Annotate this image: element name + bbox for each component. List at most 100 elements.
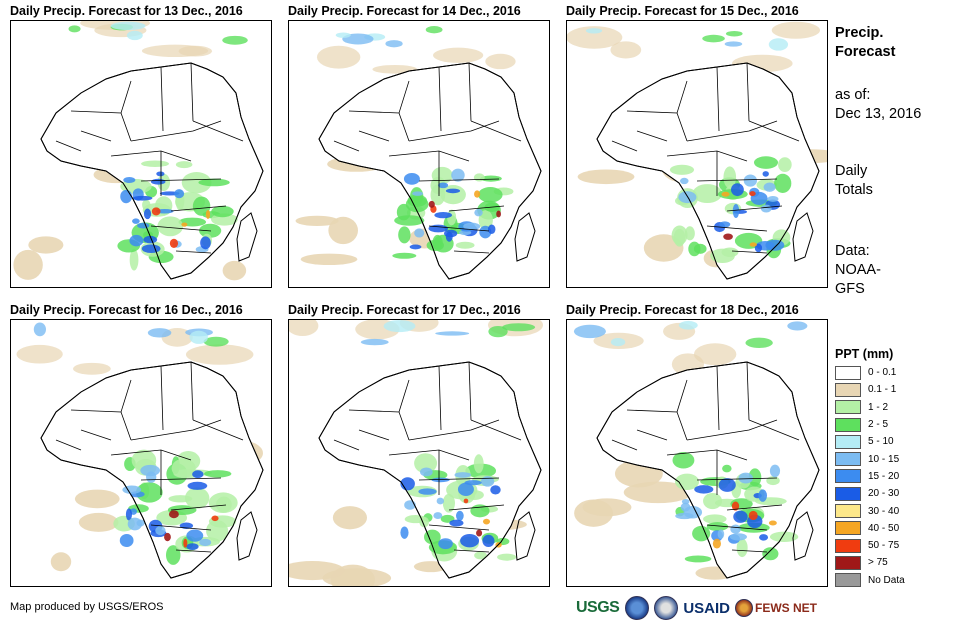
country-border — [120, 80, 132, 114]
legend-label: 15 - 20 — [868, 470, 900, 482]
data-line-2: NOAA- — [835, 262, 881, 278]
precip-area — [289, 320, 319, 337]
country-border — [453, 250, 490, 254]
precip-area — [456, 510, 464, 521]
country-border — [358, 429, 390, 441]
precip-area — [702, 34, 725, 43]
legend-swatch — [835, 555, 861, 570]
precip-area — [434, 211, 453, 219]
precip-area — [433, 512, 443, 519]
precip-area — [692, 184, 723, 204]
country-border — [706, 225, 768, 232]
precip-area — [192, 470, 204, 479]
legend-label: 0 - 0.1 — [868, 367, 897, 379]
precip-area — [125, 508, 133, 521]
legend-label: 2 - 5 — [868, 419, 889, 431]
precip-area — [703, 492, 723, 510]
precip-area — [132, 218, 140, 224]
precip-area — [725, 30, 743, 37]
precip-area — [175, 161, 193, 169]
precip-area — [123, 177, 136, 184]
precip-area — [328, 216, 358, 245]
precip-area — [502, 323, 536, 332]
precip-area — [140, 464, 161, 477]
legend-item: 10 - 15 — [835, 450, 905, 467]
precip-area — [680, 177, 689, 185]
legend-item: 2 - 5 — [835, 416, 905, 433]
legend-swatch — [835, 452, 861, 467]
precip-area — [151, 207, 161, 216]
country-border — [748, 419, 800, 441]
precip-area — [33, 322, 47, 337]
fews-globe-icon — [735, 599, 754, 617]
precip-area — [496, 210, 501, 218]
country-border — [448, 504, 505, 511]
precip-area — [710, 248, 735, 264]
precip-area — [412, 191, 424, 196]
precip-area — [683, 506, 703, 519]
precip-area — [719, 221, 731, 228]
precip-area — [774, 173, 792, 193]
country-border — [726, 205, 783, 212]
country-border — [80, 130, 112, 142]
precip-area — [205, 209, 211, 219]
totals-line-1: Daily — [835, 163, 868, 179]
precip-area — [431, 477, 450, 483]
precip-area — [68, 25, 81, 33]
legend-swatch — [835, 521, 861, 536]
precip-area — [712, 538, 721, 549]
country-border — [716, 365, 720, 431]
precip-area — [16, 344, 63, 364]
legend-swatch — [835, 400, 861, 415]
country-border — [192, 419, 244, 441]
precip-area — [478, 186, 503, 203]
precip-area — [478, 210, 493, 230]
legend-label: 10 - 15 — [868, 453, 900, 465]
legend-item: 50 - 75 — [835, 537, 905, 554]
precip-area — [414, 453, 438, 474]
panel-title: Daily Precip. Forecast for 13 Dec., 2016 — [10, 4, 243, 18]
country-border — [696, 477, 778, 481]
info-data-source: Data: NOAA- GFS — [835, 242, 881, 299]
precip-area — [463, 498, 469, 504]
precip-area — [360, 338, 389, 346]
precip-area — [438, 538, 453, 550]
precip-area — [187, 481, 208, 490]
precip-area — [78, 512, 119, 532]
precip-area — [787, 321, 808, 331]
precip-area — [50, 552, 72, 572]
country-border — [55, 439, 82, 451]
precip-area — [476, 529, 483, 537]
precip-area — [457, 482, 474, 497]
precip-area — [474, 551, 487, 560]
precip-area — [199, 538, 212, 547]
country-border — [150, 225, 212, 232]
precip-area — [143, 208, 152, 220]
precip-area — [28, 236, 64, 254]
coastline — [40, 62, 264, 280]
precip-area — [743, 174, 757, 187]
legend-label: 0.1 - 1 — [868, 384, 897, 396]
noaa-logo-icon — [625, 596, 650, 620]
precip-area — [428, 200, 435, 208]
map-svg — [573, 320, 820, 580]
precip-area — [464, 480, 482, 486]
legend-label: No Data — [868, 574, 905, 586]
coastline — [318, 62, 542, 280]
precip-area — [335, 32, 351, 38]
precip-area — [482, 534, 495, 548]
precip-area — [414, 228, 425, 238]
precip-area — [488, 326, 508, 338]
precip-area — [762, 547, 779, 561]
precip-area — [451, 168, 465, 182]
precip-area — [143, 235, 158, 244]
precip-area — [733, 510, 748, 523]
precip-area — [769, 464, 781, 478]
country-border — [636, 130, 668, 142]
africa-precip-map — [288, 319, 550, 587]
country-border — [748, 120, 800, 142]
madagascar-outline — [236, 212, 258, 262]
precip-area — [582, 498, 632, 517]
precip-area — [400, 526, 409, 539]
country-border — [696, 178, 778, 182]
